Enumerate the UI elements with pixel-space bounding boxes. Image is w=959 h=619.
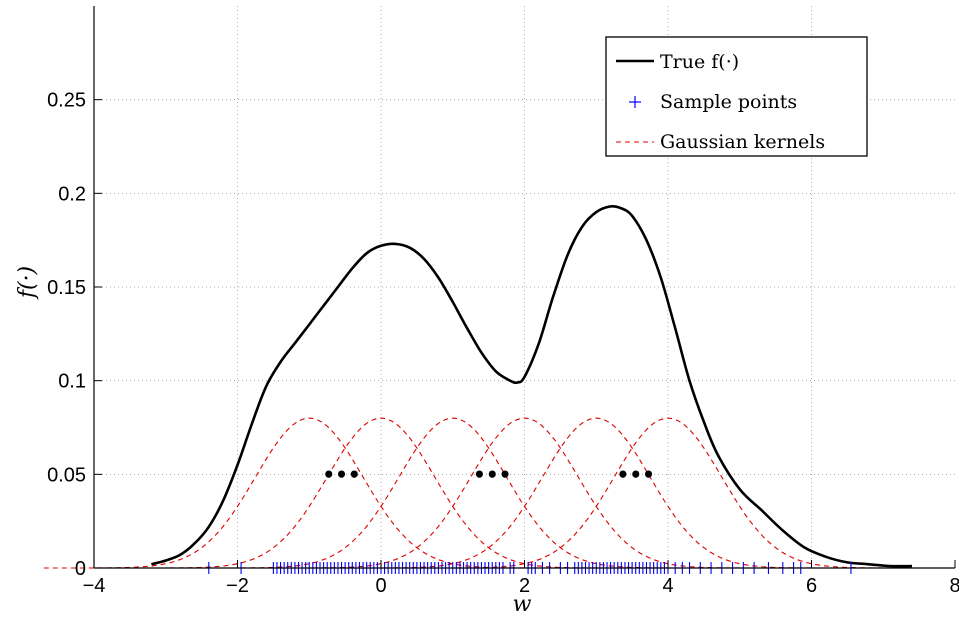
kernel-curve (259, 417, 790, 569)
ellipsis-mark: ••• (617, 462, 655, 486)
x-tick-label: 4 (662, 575, 673, 597)
legend-sample-label: Sample points (660, 91, 797, 113)
x-tick-label: 6 (806, 575, 817, 597)
true-curve (151, 204, 913, 568)
kernel-curve (43, 417, 575, 569)
kernel-curve (115, 417, 647, 569)
grid (94, 6, 955, 568)
gaussian-kernels (43, 417, 934, 569)
y-tick-label: 0.15 (47, 277, 86, 299)
kernel-curve (330, 417, 862, 569)
legend-true-label: True f(·) (660, 51, 739, 73)
kernel-curve (402, 417, 934, 569)
tick-labels: −4 −2 0 2 4 6 8 0 0.05 0.1 0.15 0.2 0.25 (47, 90, 959, 597)
x-tick-label: 8 (949, 575, 959, 597)
y-tick-label: 0 (75, 558, 86, 580)
x-axis-label: w (513, 592, 532, 617)
x-tick-label: 2 (519, 575, 530, 597)
axes (93, 6, 956, 569)
ellipsis-mark: ••• (322, 462, 360, 486)
ellipsis-annotations: ••• ••• ••• (322, 462, 655, 486)
ellipsis-mark: ••• (473, 462, 511, 486)
y-tick-label: 0.2 (58, 183, 86, 205)
y-axis-label: f(·) (15, 266, 40, 300)
legend-sample-marker (629, 96, 641, 108)
true-curve-line (151, 204, 913, 568)
kernel-curve (187, 417, 719, 569)
legend: True f(·) Sample points Gaussian kernels (605, 36, 868, 157)
legend-kernel-label: Gaussian kernels (660, 131, 825, 153)
y-tick-label: 0.1 (58, 371, 86, 393)
y-tick-label: 0.05 (47, 464, 86, 486)
x-tick-label: −4 (83, 575, 106, 597)
legend-box (605, 36, 868, 157)
x-tick-label: 0 (375, 575, 386, 597)
y-tick-label: 0.25 (47, 90, 86, 112)
x-tick-label: −2 (226, 575, 249, 597)
